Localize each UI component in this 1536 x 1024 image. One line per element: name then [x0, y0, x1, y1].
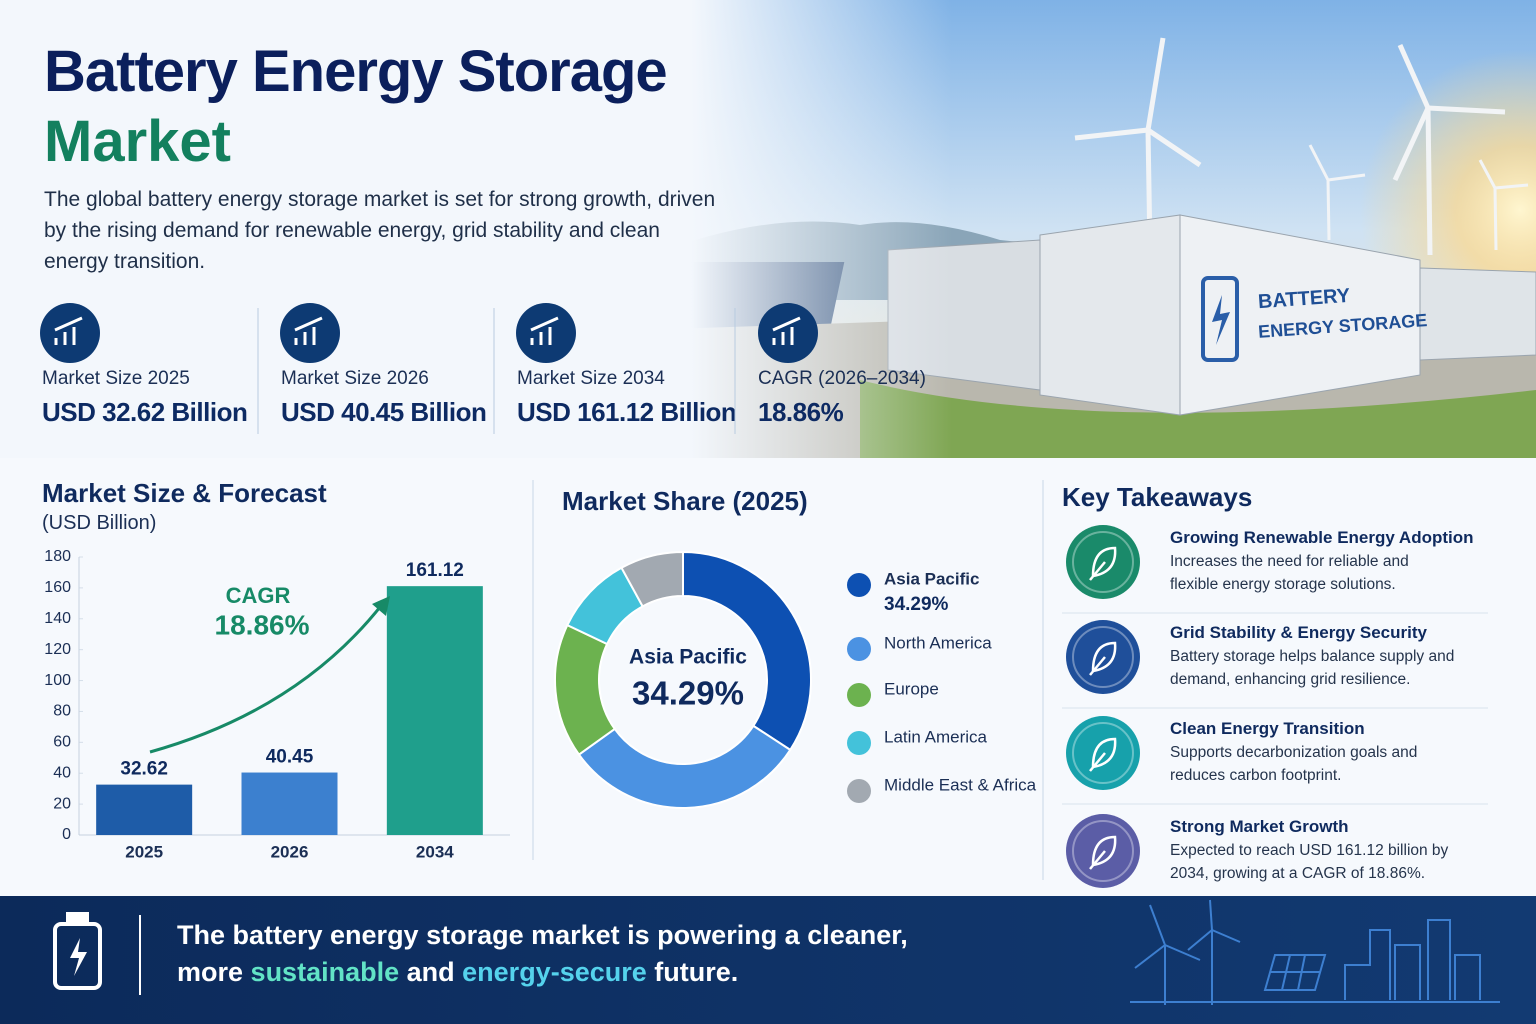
bar	[241, 772, 338, 835]
takeaway-title: Growing Renewable Energy Adoption	[1170, 528, 1474, 547]
chart-title: Market Size & Forecast	[42, 478, 327, 508]
takeaway-title: Strong Market Growth	[1170, 817, 1349, 836]
legend-swatch	[847, 779, 871, 803]
annotation: CAGR	[226, 583, 291, 608]
chart-subtitle: (USD Billion)	[42, 512, 157, 534]
legend-swatch	[847, 683, 871, 707]
footer-line: The battery energy storage market is pow…	[177, 920, 908, 950]
y-tick-label: 180	[44, 548, 71, 565]
y-tick-label: 100	[44, 672, 71, 689]
fade	[0, 0, 1536, 460]
legend-label: North America	[884, 633, 992, 652]
footer-highlight: sustainable	[250, 957, 400, 987]
stat-label: CAGR (2026–2034)	[758, 368, 926, 389]
stat-glyph	[530, 316, 559, 345]
y-tick-label: 60	[53, 734, 71, 751]
takeaway-glyph	[1089, 641, 1117, 676]
takeaway-text: Increases the need for reliable and flex…	[1170, 553, 1409, 593]
y-tick-label: 0	[62, 826, 71, 843]
description: The global battery energy storage market…	[44, 188, 716, 273]
y-tick-label: 80	[53, 703, 71, 720]
section-title: Key Takeaways	[1062, 482, 1253, 512]
stat-icon	[516, 303, 576, 363]
stat-value: USD 40.45 Billion	[281, 397, 487, 427]
legend-swatch	[847, 573, 871, 597]
title: Battery Energy Storage	[44, 39, 668, 104]
stat-label: Market Size 2025	[42, 368, 190, 389]
legend-swatch	[847, 637, 871, 661]
takeaway-text: Supports decarbonization goals and reduc…	[1170, 744, 1418, 784]
donut-center-label: Asia Pacific	[629, 646, 747, 669]
stat-glyph	[294, 316, 323, 345]
title-highlight: Market	[44, 109, 231, 174]
cagr-arrowhead	[372, 596, 390, 616]
footer-line: more sustainable and energy-secure futur…	[177, 957, 738, 988]
takeaway-text: Battery storage helps balance supply and…	[1170, 648, 1455, 688]
stat-icon	[280, 303, 340, 363]
y-tick-label: 120	[44, 641, 71, 658]
y-tick-label: 140	[44, 610, 71, 627]
bar	[96, 784, 193, 835]
footer-word: more	[177, 957, 244, 987]
stat-value: USD 161.12 Billion	[517, 397, 737, 427]
y-tick-label: 160	[44, 579, 71, 596]
x-tick-label: 2025	[125, 842, 163, 861]
stat-value: 18.86%	[758, 397, 844, 427]
donut-segment	[682, 550, 812, 752]
takeaway-glyph	[1089, 737, 1117, 772]
takeaway-title: Grid Stability & Energy Security	[1170, 623, 1427, 642]
cagr-arrow	[149, 601, 386, 754]
takeaway-glyph	[1089, 835, 1117, 870]
takeaway-icon-ring	[1072, 820, 1134, 882]
stat-glyph	[772, 316, 801, 345]
x-tick-label: 2026	[271, 842, 309, 861]
bar-value-label: 40.45	[266, 747, 314, 768]
donut-segment	[620, 550, 684, 608]
takeaway-text: Expected to reach USD 161.12 billion by …	[1170, 842, 1449, 882]
takeaway-icon	[1066, 814, 1140, 888]
x-tick-label: 2034	[416, 842, 454, 861]
y-tick-label: 20	[53, 795, 71, 812]
takeaway-icon-ring	[1072, 626, 1134, 688]
takeaway-glyph	[1089, 546, 1117, 581]
legend-label: Europe	[884, 679, 939, 698]
y-tick-label: 40	[53, 764, 71, 781]
footer-highlight: energy-secure	[462, 957, 647, 987]
stat-glyph	[54, 316, 83, 345]
bar	[386, 586, 483, 835]
legend-label: Middle East & Africa	[884, 775, 1037, 794]
chart-title: Market Share (2025)	[562, 486, 808, 516]
takeaway-title: Clean Energy Transition	[1170, 719, 1365, 738]
footer-word: future.	[654, 957, 739, 987]
stat-value: USD 32.62 Billion	[42, 397, 248, 427]
takeaway-icon	[1066, 620, 1140, 694]
annotation: 18.86%	[215, 609, 310, 640]
bar-value-label: 161.12	[406, 560, 464, 581]
stat-icon	[758, 303, 818, 363]
takeaway-icon	[1066, 716, 1140, 790]
bar-value-label: 32.62	[120, 759, 168, 780]
stat-icon	[40, 303, 100, 363]
donut-segment	[554, 623, 617, 756]
legend-swatch	[847, 731, 871, 755]
footer-skyline	[1130, 899, 1500, 1005]
donut-segment	[577, 724, 792, 809]
legend-value-label: 34.29%	[884, 594, 949, 615]
takeaway-icon-ring	[1072, 722, 1134, 784]
legend-label: Latin America	[884, 727, 988, 746]
stat-label: Market Size 2026	[281, 368, 429, 389]
footer-battery-icon	[53, 912, 102, 990]
legend-label: Asia Pacific	[884, 569, 979, 588]
takeaway-icon	[1066, 525, 1140, 599]
footer-word: and	[406, 957, 455, 987]
stat-label: Market Size 2034	[517, 368, 665, 389]
donut-center-value: 34.29%	[632, 675, 744, 712]
takeaway-icon-ring	[1072, 531, 1134, 593]
